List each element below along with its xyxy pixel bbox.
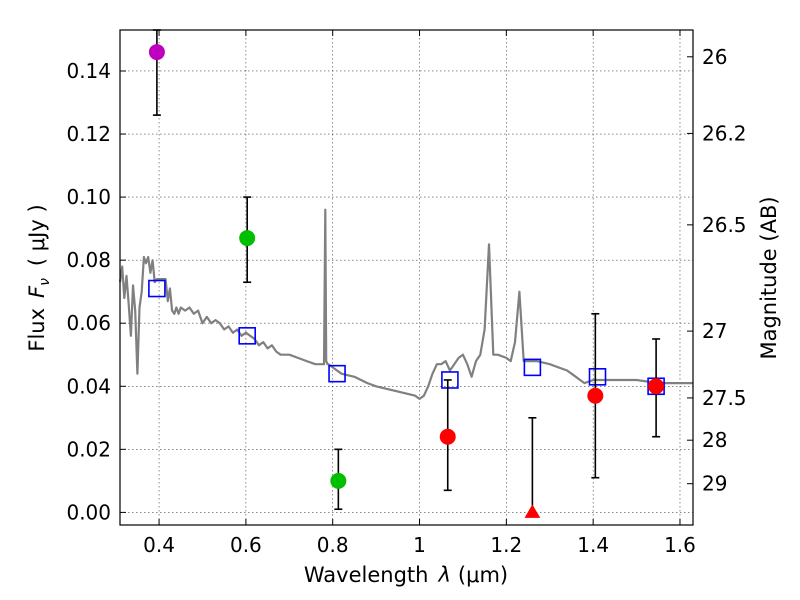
tick-layer: 0.4 0.6 0.8 1 1.2 1.4 1.6 0.00 0.02 0.04 0.06 0.08 0… — [66, 30, 747, 557]
x-tick-label: 1.4 — [577, 533, 609, 557]
model-photometry-square — [588, 368, 607, 386]
plot-frame — [119, 29, 694, 526]
y-tick-label: 0.02 — [66, 437, 111, 461]
x-tick-label: 0.8 — [317, 533, 349, 557]
y-tick-label: 0.12 — [66, 122, 111, 146]
model-photometry-square — [441, 371, 459, 389]
mag-tick-label: 26.2 — [702, 121, 747, 145]
y-tick-label: 0.10 — [66, 185, 111, 209]
model-photometry-layer — [148, 279, 665, 396]
mag-tick-label: 27.5 — [702, 386, 747, 410]
observed-flux-point — [587, 387, 604, 404]
x-tick-label: 0.6 — [230, 533, 262, 557]
mag-tick-label: 26.5 — [702, 213, 747, 237]
mag-tick-label: 29 — [702, 472, 727, 496]
y-tick-label: 0.00 — [66, 500, 111, 524]
x-tick-label: 0.4 — [143, 533, 175, 557]
mag-tick-label: 27 — [702, 319, 727, 343]
x-tick-label: 1 — [413, 533, 426, 557]
y2-axis-title: Magnitude (AB) — [757, 196, 781, 359]
observed-flux-point — [239, 230, 256, 247]
observations-layer — [148, 29, 665, 518]
observed-flux-point — [330, 472, 347, 489]
y-tick-label: 0.04 — [66, 374, 111, 398]
model-spectrum-line — [118, 208, 693, 400]
x-tick-label: 1.2 — [490, 533, 522, 557]
x-axis-title: Wavelength λ (μm) — [304, 563, 508, 587]
y-tick-label: 0.14 — [66, 59, 111, 83]
spectrum-layer — [118, 208, 693, 400]
observed-flux-point — [439, 428, 456, 445]
model-photometry-square — [148, 279, 166, 298]
y-tick-label: 0.08 — [66, 248, 111, 272]
upper-limit-triangle — [524, 504, 541, 518]
observed-flux-point — [148, 44, 165, 61]
observed-flux-point — [648, 378, 665, 395]
y-tick-label: 0.06 — [66, 311, 111, 335]
y-axis-title: FluxFν( μJy ) — [25, 204, 53, 351]
model-photometry-square — [238, 327, 256, 345]
model-photometry-square — [328, 364, 346, 383]
mag-tick-label: 28 — [702, 428, 727, 452]
x-tick-label: 1.6 — [664, 533, 696, 557]
model-photometry-square — [523, 358, 542, 377]
grid-layer — [120, 30, 693, 525]
mag-tick-label: 26 — [702, 45, 727, 69]
